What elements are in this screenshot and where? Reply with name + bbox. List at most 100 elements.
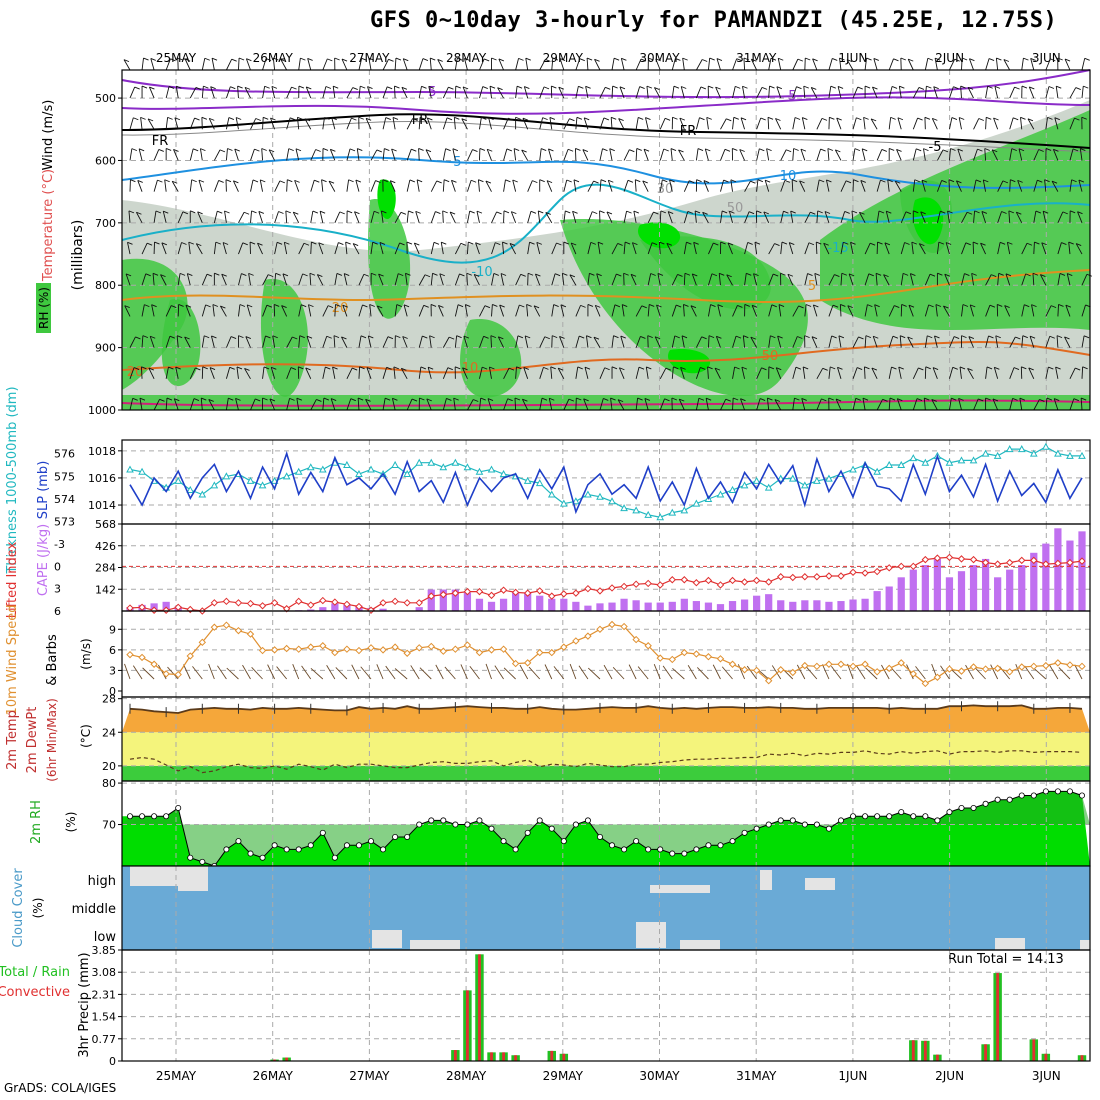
wind-barb [837, 86, 842, 99]
thickness-marker [716, 490, 725, 498]
wind-barb-flag [1015, 336, 1021, 340]
wind-barb-flag [702, 59, 708, 62]
wind-barb-flag [481, 116, 487, 120]
wind-barb-flag [884, 242, 891, 246]
wind-barb [1041, 242, 1047, 255]
wind-barb [1009, 117, 1014, 130]
wind-barb-flag [484, 305, 491, 309]
wind-barb [551, 273, 556, 286]
wind-barb-flag [479, 148, 486, 151]
wind-barb [810, 87, 818, 99]
wind-barb [1021, 304, 1025, 317]
wind-barb [524, 335, 529, 348]
slp-axis-label: SLP (mb) [36, 461, 51, 520]
wind-barb [162, 211, 167, 223]
wind-barb [691, 273, 697, 286]
wind-barb [212, 304, 215, 317]
wind-barb-flag [651, 242, 658, 246]
wind-barb [861, 148, 866, 161]
wind-barb [318, 242, 324, 255]
thickness-marker [680, 506, 689, 514]
lifted-index-marker [897, 562, 905, 571]
wind-barb [575, 58, 581, 71]
surface-wind-barb [890, 666, 902, 680]
wind-barb [403, 304, 408, 317]
wind-barb-flag [290, 367, 297, 371]
wind-barb [464, 58, 468, 71]
wind-tick-label: 9 [109, 623, 116, 636]
wind-barb-flag [211, 57, 218, 61]
wind-barb [582, 149, 589, 161]
wind-barb [995, 58, 999, 71]
wind-barb-flag [390, 180, 396, 184]
wind-barb [442, 398, 447, 411]
wind-barb [1045, 336, 1051, 348]
wind-barb-flag [760, 117, 766, 121]
cape-bar [801, 600, 809, 611]
wind-speed-marker [210, 623, 219, 631]
thickness-tick-label: 575 [54, 470, 75, 483]
wind-barb [1045, 86, 1050, 99]
wind-barb [274, 211, 279, 223]
wind-barb-flag [193, 398, 200, 402]
temperature-contour [121, 183, 1091, 264]
wind-barb [898, 366, 902, 379]
wind-barb [489, 86, 492, 99]
cape-bar [981, 558, 990, 611]
wind-barb-flag [424, 274, 431, 278]
wind-barb [573, 179, 577, 192]
wind-barb [462, 367, 468, 379]
wind-barb-flag [179, 272, 186, 276]
wind-barb-flag [418, 148, 424, 151]
cloud-cover-block [130, 866, 180, 886]
wind-barb-flag [560, 304, 567, 308]
wind-barb-flag [587, 304, 594, 307]
wind-barb-flag [462, 86, 469, 90]
wind-barb [479, 336, 484, 348]
wind-barb [225, 86, 231, 99]
wind-barb-flag [1016, 211, 1022, 215]
wind-barb [948, 398, 952, 411]
wind-barb [985, 117, 987, 130]
wind-barb-flag [542, 117, 548, 121]
temperature-line [129, 704, 1083, 714]
wind-speed-marker [222, 621, 231, 629]
wind-barb [332, 86, 336, 99]
wind-barb [129, 86, 136, 99]
wind-barb-flag [508, 367, 515, 371]
wind-barb [993, 117, 999, 130]
wind-barb-flag [181, 242, 187, 245]
wind-barb-flag [422, 335, 428, 339]
wind-barb [957, 148, 962, 161]
rh2m-marker [705, 842, 712, 849]
wind-barb-flag [558, 86, 564, 90]
wind-barb-flag [144, 304, 150, 308]
wind-barb-flag [327, 305, 334, 309]
wind-barb-flag [768, 366, 775, 370]
wind-barb-flag [947, 210, 953, 214]
wind-barb-flag [516, 85, 523, 89]
wind-barb [165, 366, 169, 379]
precip-convective-bar [1032, 1039, 1036, 1061]
lifted-index-marker [427, 592, 435, 600]
wind-barb [467, 149, 473, 161]
wind-barb [792, 117, 796, 130]
wind-barb-flag [617, 399, 624, 403]
rh2m-marker [319, 829, 326, 836]
rh2m-marker [235, 838, 242, 845]
wind-barb [503, 367, 510, 380]
wind-barb-flag [901, 304, 907, 307]
bottom-date-label: 25MAY [156, 1069, 197, 1083]
thickness-marker [1054, 449, 1062, 457]
rh2m-marker [416, 821, 423, 828]
wind-barb-flag [178, 304, 184, 307]
wind-barb-flag [282, 273, 289, 277]
wind-barb [816, 179, 820, 192]
wind-barb [835, 398, 842, 411]
wind-barb [683, 180, 690, 192]
wind-barb [138, 148, 143, 161]
wind-speed-marker [957, 667, 966, 675]
wind-barb-flag [579, 58, 585, 62]
wind-barb-flag [924, 116, 931, 120]
thickness-marker [572, 497, 580, 505]
